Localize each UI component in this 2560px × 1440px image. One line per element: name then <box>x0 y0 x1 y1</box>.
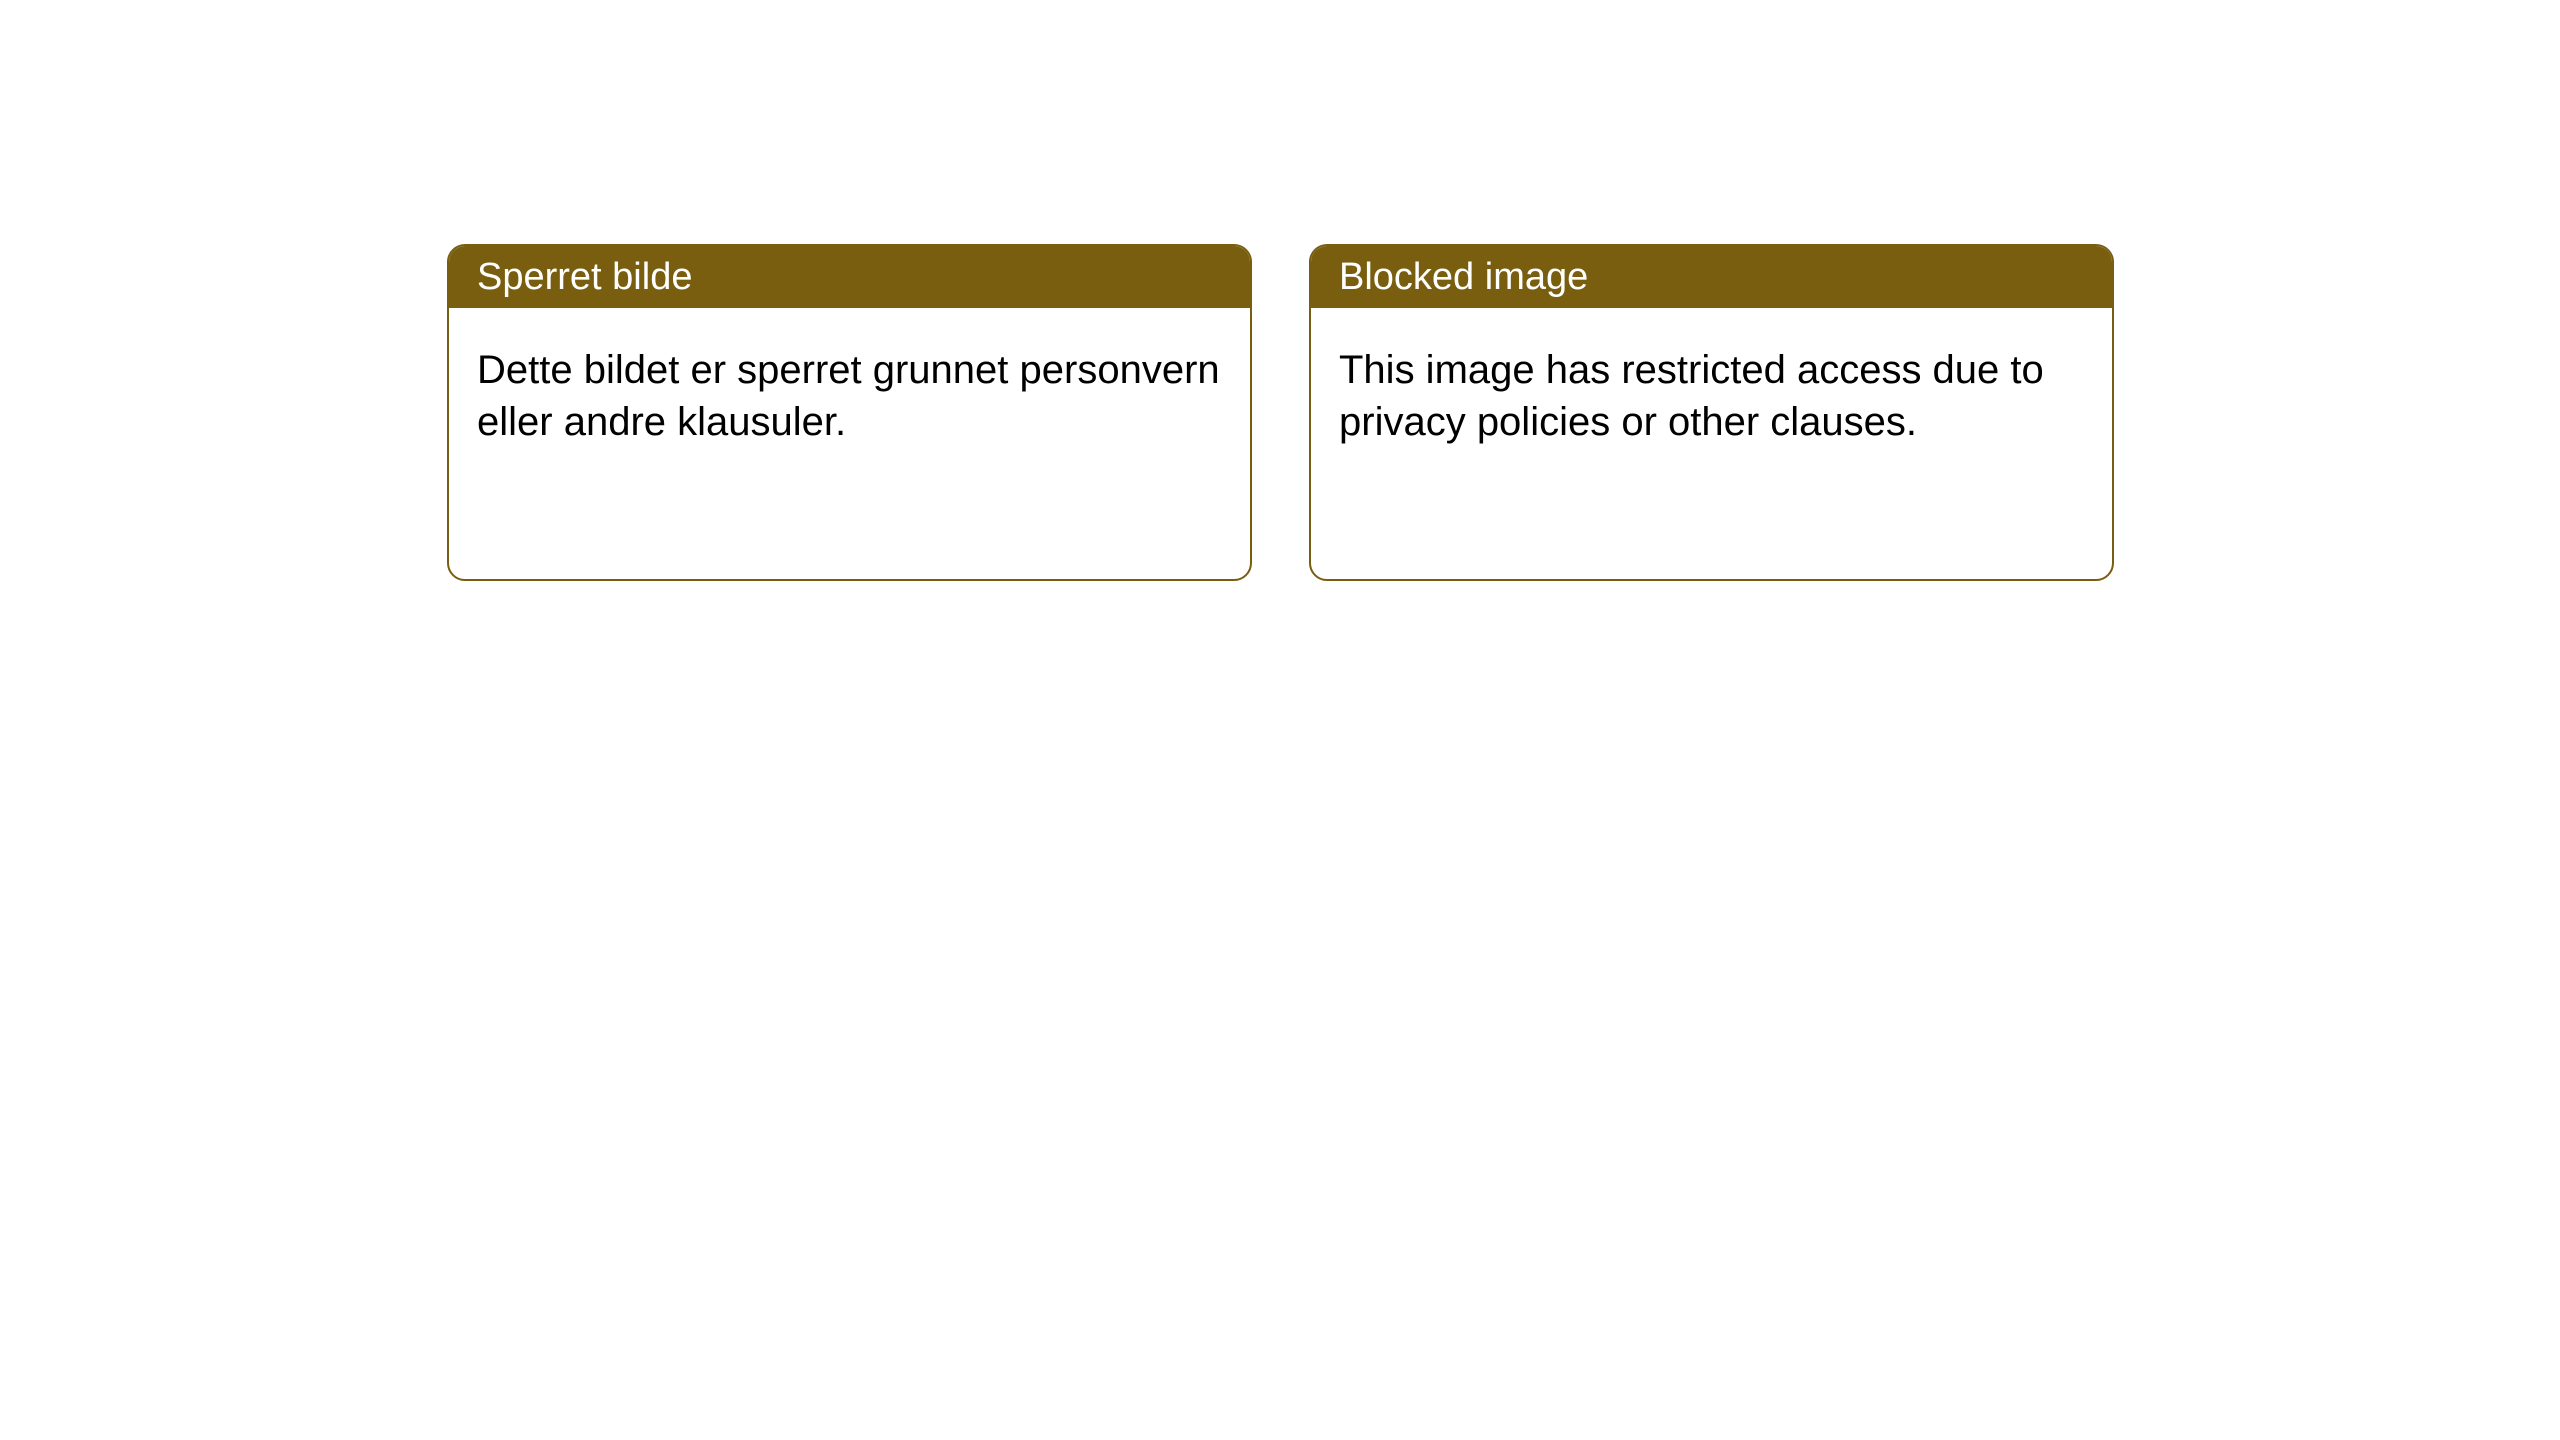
notice-title: Blocked image <box>1339 256 1588 299</box>
notice-message: Dette bildet er sperret grunnet personve… <box>477 348 1220 444</box>
notice-body-no: Dette bildet er sperret grunnet personve… <box>449 308 1250 484</box>
notice-header-en: Blocked image <box>1311 246 2112 308</box>
notice-message: This image has restricted access due to … <box>1339 348 2044 444</box>
notice-header-no: Sperret bilde <box>449 246 1250 308</box>
notice-card-no: Sperret bilde Dette bildet er sperret gr… <box>447 244 1252 581</box>
notice-container: Sperret bilde Dette bildet er sperret gr… <box>0 0 2560 581</box>
notice-card-en: Blocked image This image has restricted … <box>1309 244 2114 581</box>
notice-body-en: This image has restricted access due to … <box>1311 308 2112 484</box>
notice-title: Sperret bilde <box>477 256 692 299</box>
